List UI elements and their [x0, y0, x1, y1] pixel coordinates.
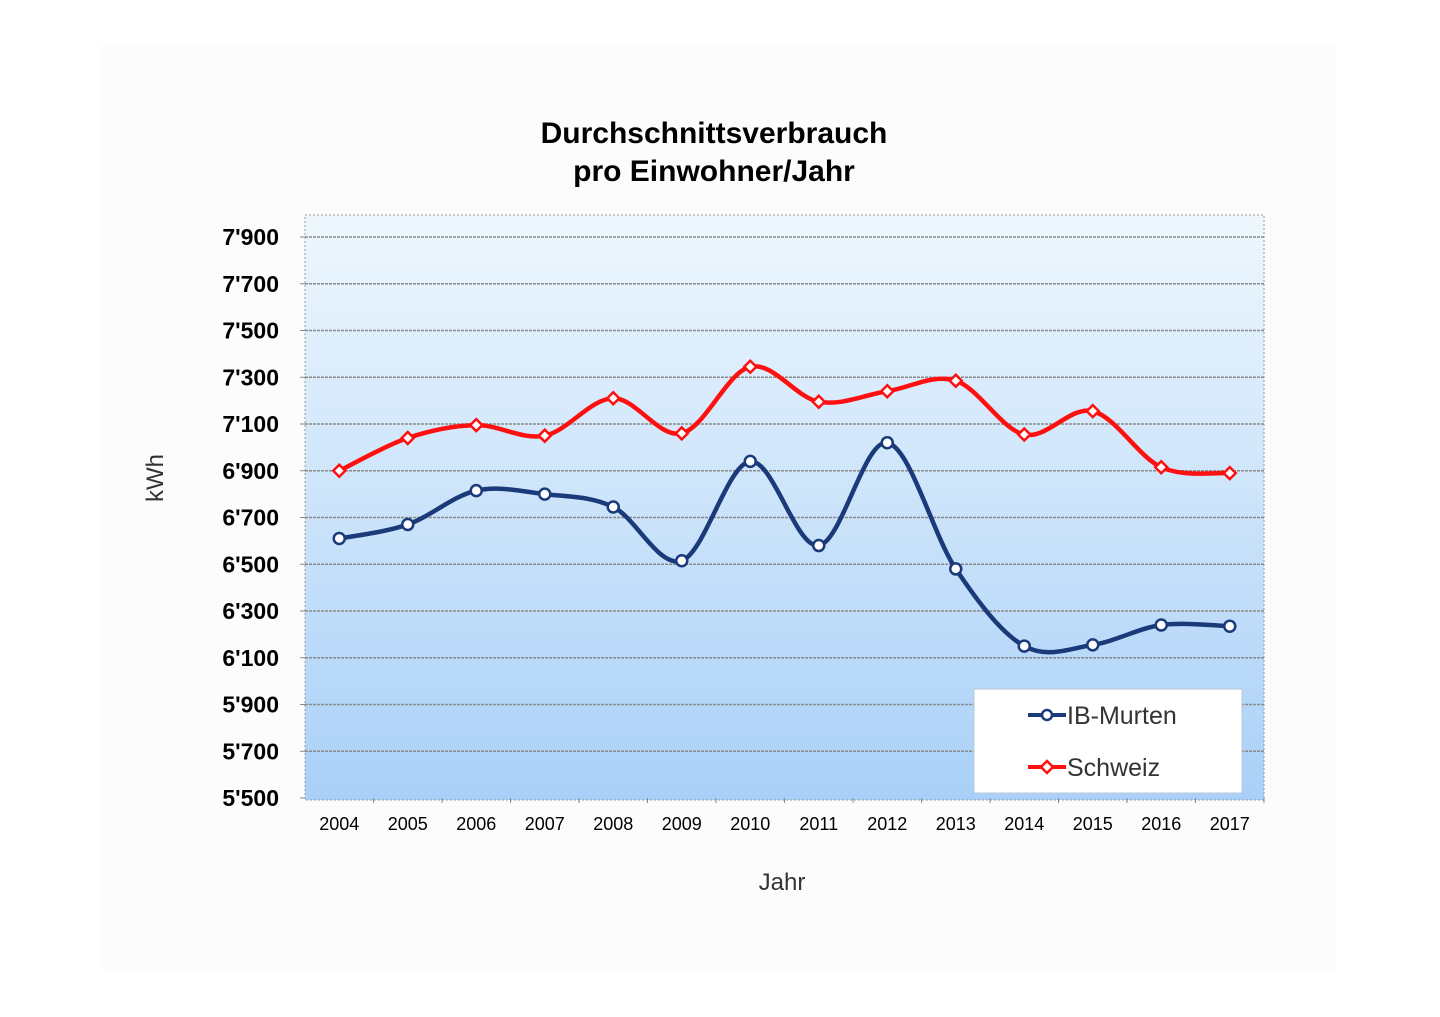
data-point-schweiz	[399, 430, 416, 446]
data-point-schweiz	[742, 358, 759, 375]
legend-label-schweiz: Schweiz	[1067, 754, 1160, 782]
x-tick-label: 2011	[799, 814, 838, 834]
data-point-schweiz	[947, 372, 964, 389]
x-tick-label: 2007	[525, 814, 565, 834]
data-point-schweiz	[1221, 465, 1238, 481]
y-tick-label: 7'500	[222, 318, 279, 344]
legend: IB-Murten Schweiz	[973, 688, 1243, 794]
data-point-schweiz	[810, 394, 827, 410]
x-tick-label: 2016	[1141, 814, 1181, 834]
data-point-ib-murten	[1154, 618, 1168, 632]
data-point-ib-murten	[538, 487, 552, 501]
y-tick-label: 7'300	[222, 364, 279, 390]
y-tick-label: 5'500	[222, 785, 279, 811]
chart-title-line1: Durchschnittsverbrauch	[541, 117, 888, 150]
data-point-ib-murten	[401, 517, 415, 532]
y-tick-label: 6'700	[222, 505, 279, 531]
data-point-ib-murten	[675, 553, 689, 568]
data-point-ib-murten	[880, 435, 894, 450]
legend-marker-ib-murten	[1040, 708, 1054, 722]
data-point-ib-murten	[1223, 619, 1237, 633]
x-tick-label: 2004	[319, 814, 359, 834]
data-point-schweiz	[468, 417, 485, 433]
data-point-schweiz	[536, 427, 553, 444]
y-tick-label: 5'700	[222, 738, 279, 764]
y-tick-label: 6'900	[222, 458, 279, 484]
x-tick-label: 2017	[1210, 814, 1250, 834]
y-tick-label: 5'900	[222, 692, 279, 718]
data-point-schweiz	[1153, 459, 1170, 476]
data-point-schweiz	[605, 390, 622, 407]
x-tick-label: 2013	[936, 814, 976, 834]
y-tick-label: 7'900	[222, 224, 279, 250]
series-line-schweiz	[338, 364, 1230, 476]
data-point-schweiz	[331, 462, 348, 479]
x-tick-label: 2009	[662, 814, 702, 834]
x-tick-label: 2005	[388, 814, 428, 834]
data-point-ib-murten	[332, 531, 346, 546]
data-point-schweiz	[1016, 426, 1033, 443]
data-point-ib-murten	[949, 562, 963, 576]
y-axis-label: kWh	[142, 454, 169, 502]
x-tick-label: 2006	[456, 814, 496, 834]
data-point-ib-murten	[1086, 638, 1100, 652]
x-tick-label: 2015	[1073, 814, 1113, 834]
data-point-schweiz	[673, 425, 690, 442]
x-tick-label: 2012	[867, 814, 907, 834]
y-tick-label: 7'700	[222, 271, 279, 297]
x-tick-label: 2008	[593, 814, 633, 834]
legend-label-ib-murten: IB-Murten	[1067, 702, 1177, 730]
legend-box	[973, 688, 1243, 794]
x-axis-label: Jahr	[759, 869, 806, 896]
data-point-ib-murten	[606, 500, 620, 514]
y-tick-label: 6'300	[222, 598, 279, 624]
data-point-ib-murten	[743, 454, 757, 469]
series-line-ib-murten	[338, 440, 1230, 655]
data-point-schweiz	[1084, 403, 1101, 419]
x-tick-label: 2010	[730, 814, 770, 834]
x-tick-label: 2014	[1004, 814, 1044, 834]
chart-title-line2: pro Einwohner/Jahr	[573, 155, 855, 188]
data-point-ib-murten	[1017, 639, 1031, 653]
data-point-ib-murten	[812, 538, 826, 553]
legend-marker-schweiz	[1039, 759, 1055, 775]
y-tick-label: 6'100	[222, 645, 279, 671]
data-point-schweiz	[879, 383, 896, 400]
data-point-ib-murten	[469, 483, 483, 498]
y-tick-label: 7'100	[222, 411, 279, 437]
y-tick-label: 6'500	[222, 551, 279, 577]
